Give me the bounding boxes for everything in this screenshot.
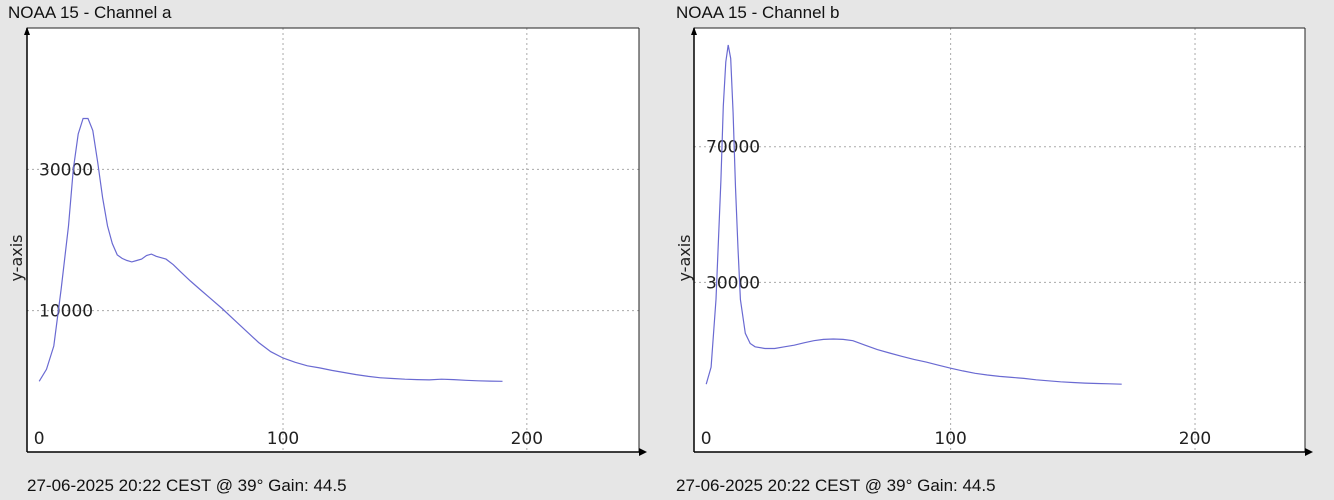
chart-footer-a: 27-06-2025 20:22 CEST @ 39° Gain: 44.5 bbox=[27, 476, 347, 495]
chart-title-a: NOAA 15 - Channel a bbox=[8, 3, 172, 22]
chart-title-b: NOAA 15 - Channel b bbox=[676, 3, 840, 22]
y-axis-label: y-axis bbox=[675, 234, 694, 281]
series-line bbox=[38, 117, 503, 382]
y-tick-label: 30000 bbox=[39, 160, 93, 180]
chart-footer-b: 27-06-2025 20:22 CEST @ 39° Gain: 44.5 bbox=[676, 476, 996, 495]
x-axis-arrow bbox=[639, 448, 647, 456]
x-axis-arrow bbox=[1305, 448, 1313, 456]
y-axis-label: y-axis bbox=[7, 234, 26, 281]
chart-b: 30000 70000 0 100 200 y-axis bbox=[675, 27, 1313, 456]
x-tick-label: 0 bbox=[34, 429, 45, 449]
x-tick-label: 0 bbox=[701, 429, 712, 449]
x-tick-label: 200 bbox=[511, 429, 543, 449]
y-axis-arrow bbox=[24, 27, 30, 35]
x-tick-label: 100 bbox=[267, 429, 299, 449]
x-tick-label: 200 bbox=[1179, 429, 1211, 449]
x-tick-label: 100 bbox=[934, 429, 966, 449]
plot-area bbox=[27, 28, 639, 452]
plot-area bbox=[694, 28, 1305, 452]
chart-a: 10000 30000 0 100 200 y-axis bbox=[7, 27, 647, 456]
series-line bbox=[705, 44, 1122, 385]
y-axis-arrow bbox=[691, 27, 697, 35]
y-tick-label: 30000 bbox=[706, 273, 760, 293]
y-tick-label: 70000 bbox=[706, 138, 760, 158]
y-tick-label: 10000 bbox=[39, 302, 93, 322]
